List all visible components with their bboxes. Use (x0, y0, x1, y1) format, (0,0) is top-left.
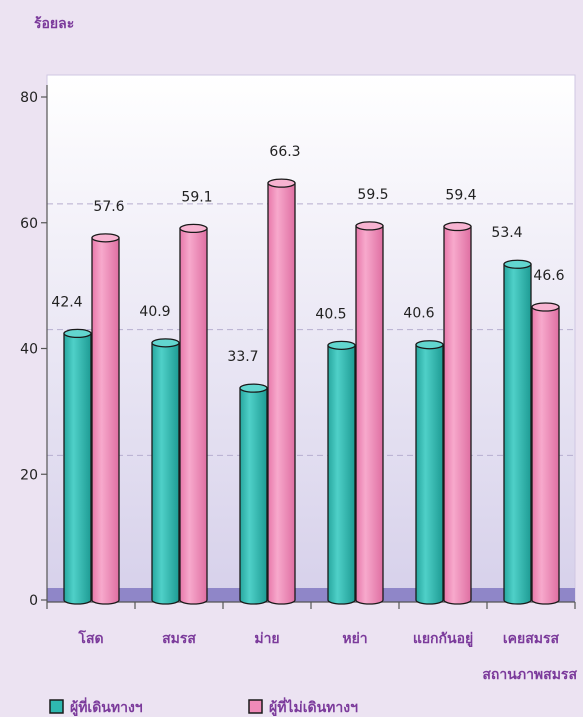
bar-top (63, 328, 92, 339)
bar-no-travel-5 (443, 221, 472, 605)
bars (63, 178, 560, 605)
bar-no-travel-2 (179, 223, 208, 605)
legend-swatch-series-1 (49, 699, 64, 714)
value-label-no-travel-3: 66.3 (269, 144, 300, 160)
bar-body (63, 332, 92, 605)
bar-body (503, 263, 532, 605)
bar-top (415, 340, 444, 350)
x-category-label-2: สมรส (162, 631, 196, 647)
bar-top (355, 221, 384, 231)
y-axis: 0 20 40 60 80 (20, 85, 48, 609)
bar-top (91, 233, 120, 243)
bar-no-travel-3 (267, 178, 296, 605)
x-category-label-4: หย่า (342, 631, 367, 647)
value-label-travel-4: 40.5 (315, 306, 346, 322)
bar-top (239, 383, 268, 393)
y-tick-label-20: 20 (20, 467, 38, 483)
bar-travel-3 (239, 383, 268, 605)
bar-body (327, 344, 356, 605)
legend-swatch-series-2 (248, 699, 263, 714)
bar-body (179, 227, 208, 605)
bar-top (531, 302, 560, 312)
x-category-label-1: โสด (77, 629, 103, 647)
bar-body (415, 344, 444, 605)
bar-travel-4 (327, 340, 356, 605)
value-label-travel-5: 40.6 (403, 306, 434, 322)
bar-body (531, 306, 560, 605)
value-label-travel-6: 53.4 (491, 225, 522, 241)
legend: ผู้ที่เดินทางฯ ผู้ที่ไม่เดินทางฯ (49, 697, 358, 716)
floor-band (47, 588, 575, 602)
x-category-label-3: ม่าย (254, 631, 279, 647)
bar-travel-1 (63, 328, 92, 605)
legend-label-series-2: ผู้ที่ไม่เดินทางฯ (269, 697, 358, 716)
value-label-travel-2: 40.9 (139, 304, 170, 320)
value-label-no-travel-5: 59.4 (445, 188, 476, 204)
grid-lines (47, 203, 575, 456)
bar-body (151, 342, 180, 605)
x-category-label-5: แยกกันอยู่ (413, 631, 473, 647)
bar-body (267, 182, 296, 605)
value-label-no-travel-2: 59.1 (181, 189, 212, 205)
bar-travel-6 (503, 259, 532, 605)
chart-floor (47, 588, 575, 602)
value-label-travel-3: 33.7 (227, 349, 258, 365)
bar-body (239, 387, 268, 605)
bar-body (443, 225, 472, 605)
bar-no-travel-4 (355, 221, 384, 605)
plot-area (46, 74, 576, 603)
y-tick-label-80: 80 (20, 90, 38, 106)
bar-no-travel-6 (531, 302, 560, 605)
legend-label-series-1: ผู้ที่เดินทางฯ (70, 697, 143, 716)
bar-top (503, 259, 532, 269)
y-tick-label-60: 60 (20, 216, 38, 232)
bar-travel-2 (151, 338, 180, 605)
bar-travel-5 (415, 340, 444, 605)
value-label-travel-1: 42.4 (51, 294, 82, 310)
value-label-no-travel-1: 57.6 (93, 199, 124, 215)
y-axis-label: ร้อยละ (34, 16, 74, 32)
bar-body (91, 237, 120, 605)
bar-top (443, 221, 472, 232)
value-labels: 42.4 57.6 40.9 59.1 33.7 66.3 40.5 59.5 40.6 59.4… (51, 144, 564, 365)
value-label-no-travel-6: 46.6 (533, 268, 564, 284)
x-category-label-6: เคยสมรส (503, 631, 560, 647)
bar-no-travel-1 (91, 233, 120, 605)
bar-top (151, 338, 180, 348)
x-axis-title: สถานภาพสมรส (482, 667, 577, 683)
value-label-no-travel-4: 59.5 (357, 187, 388, 203)
bar-body (355, 225, 384, 605)
x-axis: โสด สมรส ม่าย หย่า แยกกันอยู่ เคยสมรส (46, 601, 576, 647)
bar-top (179, 223, 208, 234)
y-tick-label-40: 40 (20, 342, 38, 358)
bar-top (267, 178, 296, 188)
bar-top (327, 340, 356, 351)
y-tick-label-0: 0 (29, 593, 38, 609)
